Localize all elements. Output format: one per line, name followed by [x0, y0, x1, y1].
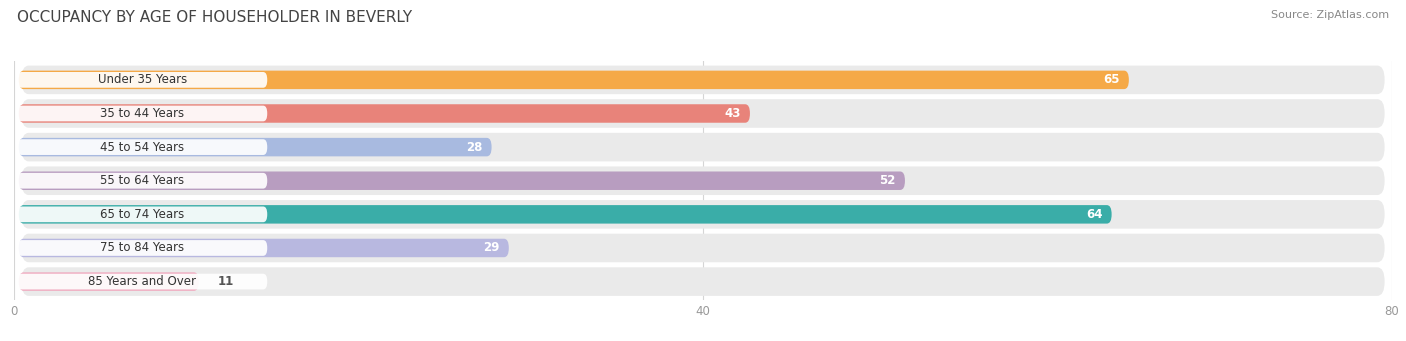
Text: 65 to 74 Years: 65 to 74 Years	[100, 208, 184, 221]
FancyBboxPatch shape	[21, 65, 1385, 94]
Text: 28: 28	[467, 140, 482, 153]
FancyBboxPatch shape	[18, 272, 198, 291]
FancyBboxPatch shape	[17, 240, 267, 256]
FancyBboxPatch shape	[17, 139, 267, 155]
Text: 11: 11	[218, 275, 233, 288]
Text: Source: ZipAtlas.com: Source: ZipAtlas.com	[1271, 10, 1389, 20]
FancyBboxPatch shape	[17, 106, 267, 121]
Text: 65: 65	[1104, 73, 1119, 86]
FancyBboxPatch shape	[21, 166, 1385, 195]
FancyBboxPatch shape	[18, 205, 1112, 224]
Text: 52: 52	[880, 174, 896, 187]
FancyBboxPatch shape	[17, 72, 267, 88]
FancyBboxPatch shape	[17, 173, 267, 189]
FancyBboxPatch shape	[18, 172, 905, 190]
FancyBboxPatch shape	[17, 207, 267, 222]
FancyBboxPatch shape	[18, 104, 749, 123]
Text: 85 Years and Over: 85 Years and Over	[89, 275, 197, 288]
FancyBboxPatch shape	[21, 99, 1385, 128]
FancyBboxPatch shape	[21, 267, 1385, 296]
FancyBboxPatch shape	[21, 200, 1385, 228]
Text: Under 35 Years: Under 35 Years	[98, 73, 187, 86]
FancyBboxPatch shape	[21, 133, 1385, 161]
FancyBboxPatch shape	[21, 234, 1385, 262]
Text: 43: 43	[724, 107, 741, 120]
FancyBboxPatch shape	[18, 71, 1129, 89]
FancyBboxPatch shape	[18, 138, 492, 157]
Text: OCCUPANCY BY AGE OF HOUSEHOLDER IN BEVERLY: OCCUPANCY BY AGE OF HOUSEHOLDER IN BEVER…	[17, 10, 412, 25]
FancyBboxPatch shape	[17, 274, 267, 290]
Text: 64: 64	[1085, 208, 1102, 221]
Text: 75 to 84 Years: 75 to 84 Years	[100, 241, 184, 254]
FancyBboxPatch shape	[18, 239, 509, 257]
Text: 35 to 44 Years: 35 to 44 Years	[100, 107, 184, 120]
Text: 29: 29	[484, 241, 499, 254]
Text: 45 to 54 Years: 45 to 54 Years	[100, 140, 184, 153]
Text: 55 to 64 Years: 55 to 64 Years	[100, 174, 184, 187]
